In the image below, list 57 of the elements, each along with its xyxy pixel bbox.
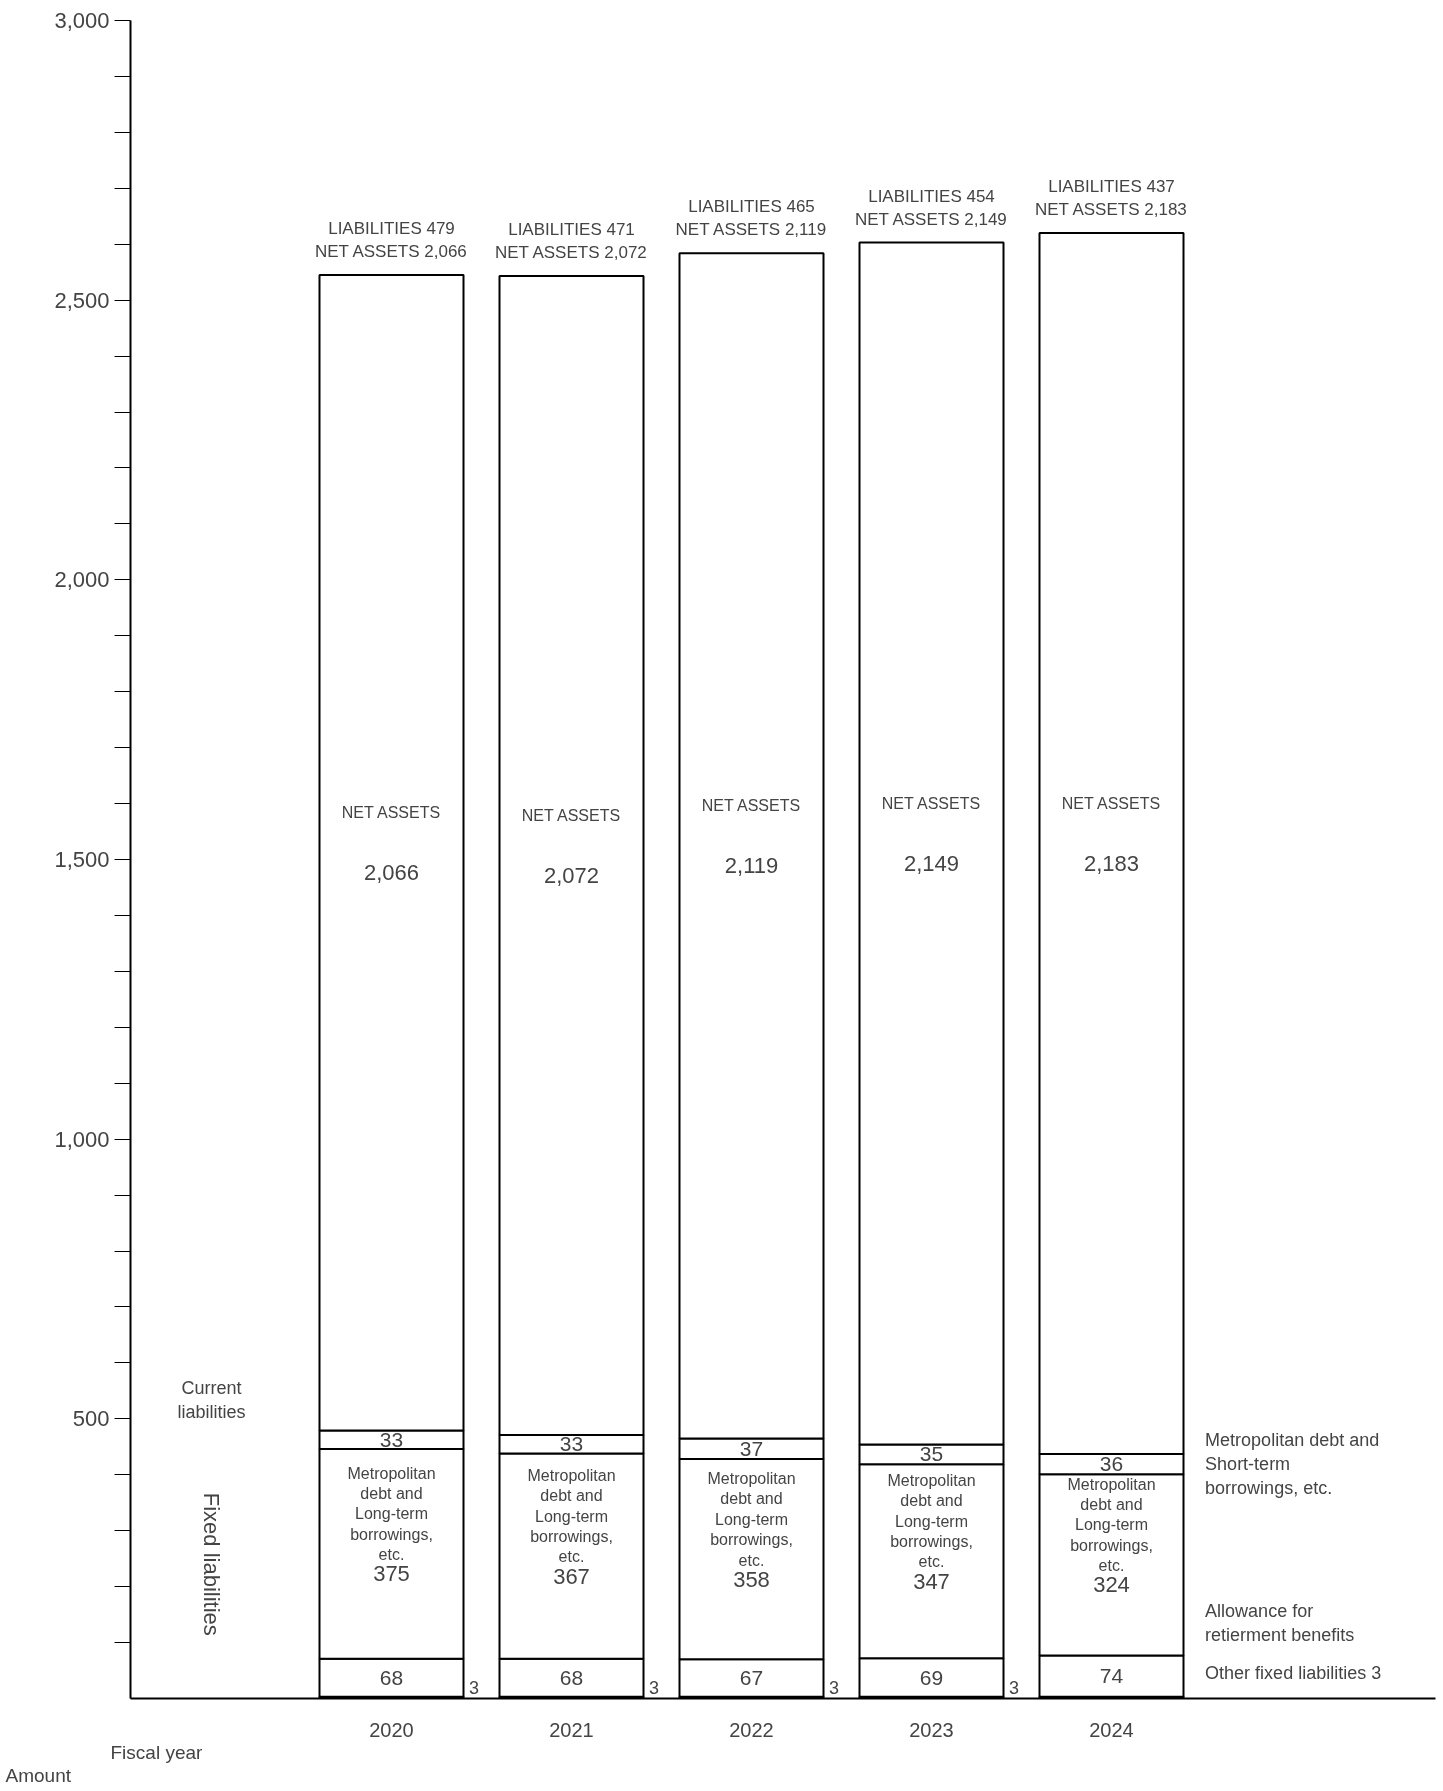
series-label: Metropolitan debt and Short-term borrowings, etc. [1205, 1430, 1380, 1499]
data-label: 33 [379, 1427, 404, 1451]
data-label: 67 [739, 1666, 764, 1690]
x-tick-label: 2024 [1089, 1718, 1134, 1741]
text: NET ASSETS [701, 797, 801, 815]
data-label: 3 [468, 1677, 479, 1698]
x-tick-label: 2023 [909, 1718, 954, 1741]
annotation: LIABILITIES 465 NET ASSETS 2,119 [675, 197, 827, 240]
annotation: Metropolitan debt and Long-term borrowings, etc. [887, 1471, 976, 1571]
data-label: 37 [739, 1436, 764, 1460]
data-label: 3 [828, 1677, 839, 1698]
series-label: NET ASSETS [341, 804, 441, 822]
annotation: LIABILITIES 454 NET ASSETS 2,149 [854, 186, 1007, 229]
data-label: 36 [1099, 1452, 1124, 1476]
text: Fixed liabilities [199, 1492, 224, 1636]
text: NET ASSETS [881, 795, 981, 813]
text: Current liabilities [177, 1377, 246, 1422]
series-label: Metropolitan debt and Long-term borrowings, etc. [1067, 1475, 1156, 1575]
data-label: 33 [559, 1432, 584, 1456]
y-tick-label: 500 [72, 1406, 110, 1432]
data-label: 68 [379, 1665, 404, 1689]
y-tick-label: 2,000 [54, 567, 110, 593]
series-label: Other fixed liabilities 3 [1205, 1663, 1382, 1684]
x-tick-label: 2021 [549, 1718, 594, 1741]
series-label: Allowance for retierment benefits [1205, 1600, 1355, 1645]
data-label: 3 [1008, 1677, 1019, 1698]
data-label: 324 [1093, 1572, 1130, 1598]
annotation: LIABILITIES 479 NET ASSETS 2,066 [314, 219, 467, 261]
data-label: 2,119 [724, 853, 779, 879]
y-tick-label: 1,000 [54, 1126, 110, 1152]
data-label: 347 [913, 1568, 950, 1594]
x-axis-title: Fiscal year [110, 1741, 204, 1763]
data-label: 2,072 [543, 863, 600, 889]
data-label: 358 [733, 1566, 770, 1592]
data-label: 2,149 [903, 851, 960, 877]
data-label: 35 [919, 1442, 944, 1466]
y-axis-title: Amount [5, 1764, 72, 1786]
x-tick-label: 2022 [729, 1718, 774, 1741]
annotation: LIABILITIES 471 NET ASSETS 2,072 [494, 220, 647, 263]
y-tick-label: 3,000 [54, 8, 110, 33]
data-label: 2,066 [363, 860, 420, 886]
y-tick-label: 2,500 [54, 287, 110, 313]
data-label: 74 [1099, 1664, 1124, 1688]
data-label: 3 [648, 1677, 659, 1698]
data-label: 2,183 [1083, 851, 1140, 877]
text: NET ASSETS [521, 807, 621, 825]
data-label: 375 [373, 1561, 410, 1587]
data-label: 367 [553, 1563, 590, 1589]
x-tick-label: 2020 [369, 1718, 414, 1741]
y-tick-label: 1,500 [54, 847, 110, 872]
text: NET ASSETS [1061, 795, 1161, 813]
annotation: LIABILITIES 437 NET ASSETS 2,183 [1034, 177, 1187, 220]
annotation: Metropolitan debt and Long-term borrowings, etc. [707, 1469, 796, 1569]
annotation: Metropolitan debt and Long-term borrowings, etc. [527, 1466, 616, 1566]
data-label: 68 [559, 1665, 584, 1689]
annotation: Metropolitan debt and Long-term borrowings, etc. [347, 1464, 436, 1564]
data-label: 69 [919, 1665, 944, 1689]
